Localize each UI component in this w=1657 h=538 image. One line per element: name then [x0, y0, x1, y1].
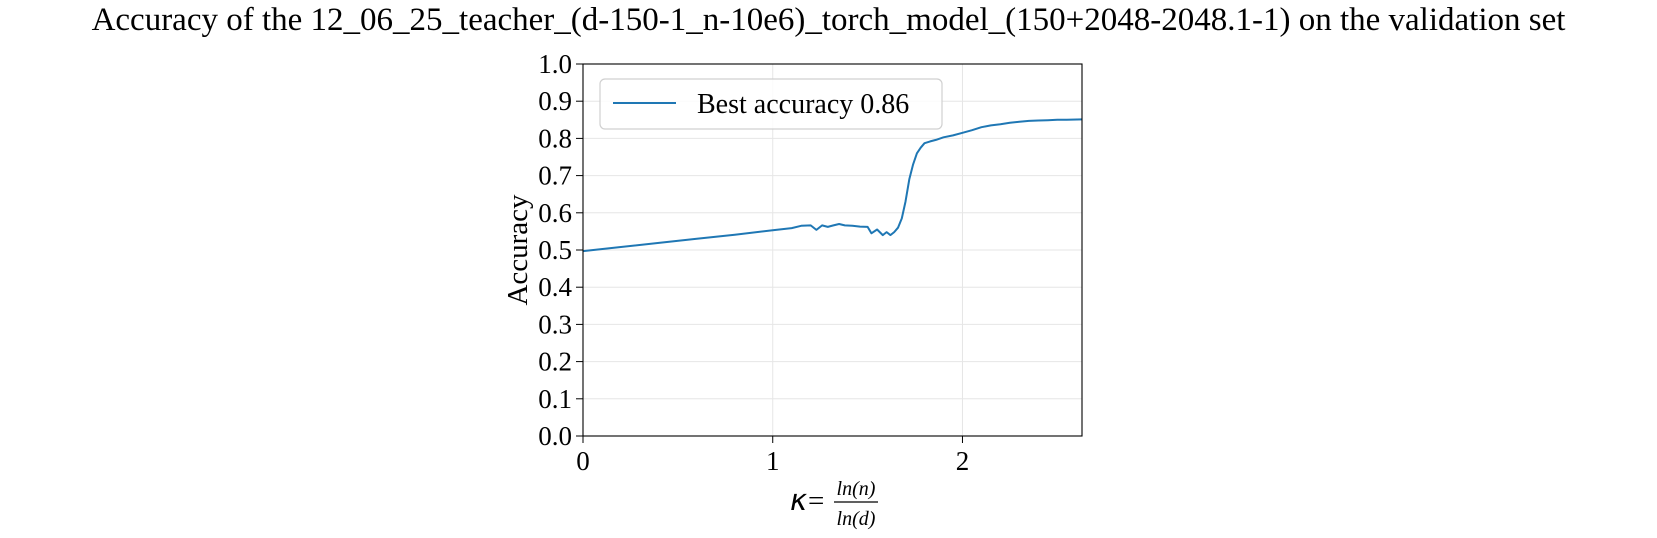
legend-box — [599, 78, 943, 130]
x-axis-label: κ = ln(n) ln(d) — [790, 478, 878, 530]
x-tick-label: 0 — [576, 446, 590, 476]
y-tick-label: 0.9 — [538, 86, 572, 116]
legend: Best accuracy 0.86 — [599, 78, 943, 130]
x-axis-label-denominator: ln(d) — [837, 508, 876, 530]
series-line-0 — [582, 118, 1083, 253]
y-tick-label: 0.6 — [538, 198, 572, 228]
y-tick-label: 1.0 — [538, 49, 572, 79]
x-axis-label-equals: = — [808, 485, 824, 517]
chart-title: Accuracy of the 12_06_25_teacher_(d-150-… — [91, 2, 1566, 38]
x-tick-label: 2 — [956, 446, 970, 476]
x-axis-label-numerator: ln(n) — [837, 478, 876, 500]
y-axis-label: Accuracy — [502, 194, 534, 306]
y-tick-label: 0.0 — [538, 421, 572, 451]
y-tick-label: 0.2 — [538, 347, 572, 377]
y-tick-label: 0.7 — [538, 161, 572, 191]
y-tick-label: 0.4 — [538, 272, 572, 302]
y-tick-label: 0.3 — [538, 309, 572, 339]
series-layer — [582, 118, 1083, 253]
y-tick-label: 0.1 — [538, 384, 572, 414]
legend-label: Best accuracy 0.86 — [697, 89, 909, 120]
y-tick-label: 0.5 — [538, 235, 572, 265]
y-tick-label: 0.8 — [538, 123, 572, 153]
x-axis-label-symbol: κ — [790, 483, 807, 517]
ticks: 0.0 0.1 0.2 0.3 0.4 0.5 0.6 0.7 0.8 0.9 1.0 0 1 2 — [538, 49, 969, 476]
x-tick-label: 1 — [766, 446, 780, 476]
